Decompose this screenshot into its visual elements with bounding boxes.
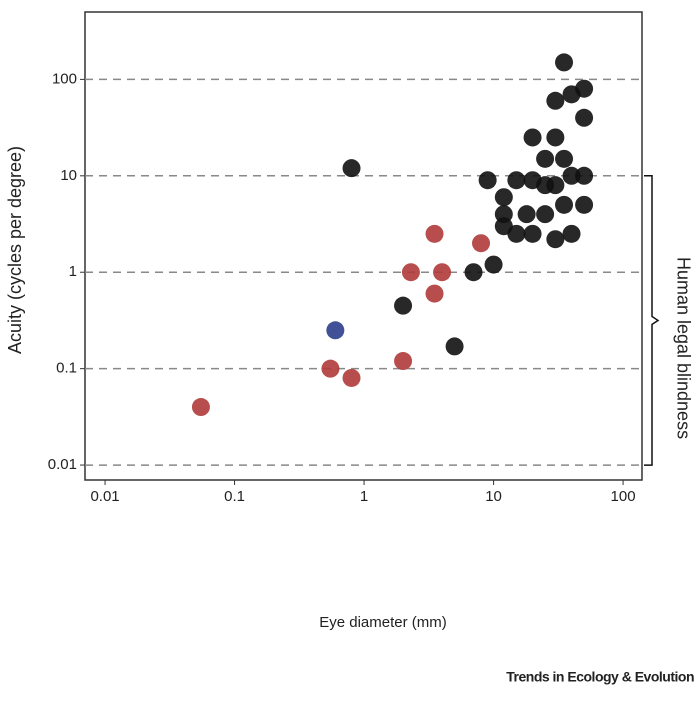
point (326, 321, 345, 340)
point (575, 195, 594, 214)
annotation-bracket (644, 175, 660, 466)
point (555, 195, 574, 214)
point (523, 224, 542, 243)
point (562, 224, 581, 243)
point (342, 368, 361, 387)
point (478, 171, 497, 190)
point (464, 263, 483, 282)
x-tick-label: 0.1 (224, 488, 245, 505)
x-tick-label: 0.01 (90, 488, 119, 505)
point (401, 263, 420, 282)
point (472, 234, 491, 253)
point (536, 205, 555, 224)
source: Trends in Ecology & Evolution (506, 669, 694, 685)
point (445, 337, 464, 356)
point (523, 128, 542, 147)
x-tick-label: 10 (485, 488, 502, 505)
point (555, 149, 574, 168)
annotation: Human legal blindness (673, 257, 693, 439)
plot-frame (84, 11, 643, 481)
point (575, 108, 594, 127)
point (546, 230, 565, 249)
point (546, 128, 565, 147)
point (484, 255, 503, 274)
point (562, 166, 581, 185)
point (425, 224, 444, 243)
y-tick-label: 100 (52, 70, 77, 87)
y-tick-label: 10 (60, 167, 77, 184)
point (575, 166, 594, 185)
point (507, 224, 526, 243)
y-axis-label: Acuity (cycles per degree) (5, 146, 25, 354)
point (546, 91, 565, 110)
point (191, 398, 210, 417)
point (394, 296, 413, 315)
point (536, 149, 555, 168)
x-tick-label: 100 (611, 488, 636, 505)
x-tick-label: 1 (360, 488, 368, 505)
point (394, 352, 413, 371)
point (507, 171, 526, 190)
y-tick-label: 0.1 (56, 360, 77, 377)
point (321, 359, 340, 378)
point (425, 284, 444, 303)
point (555, 53, 574, 72)
point (517, 205, 536, 224)
point (575, 79, 594, 98)
point (342, 159, 361, 178)
x-axis-label: Eye diameter (mm) (319, 614, 447, 631)
point (494, 188, 513, 207)
y-tick-label: 1 (69, 263, 77, 280)
y-tick-label: 0.01 (48, 456, 77, 473)
point (433, 263, 452, 282)
point (546, 176, 565, 195)
